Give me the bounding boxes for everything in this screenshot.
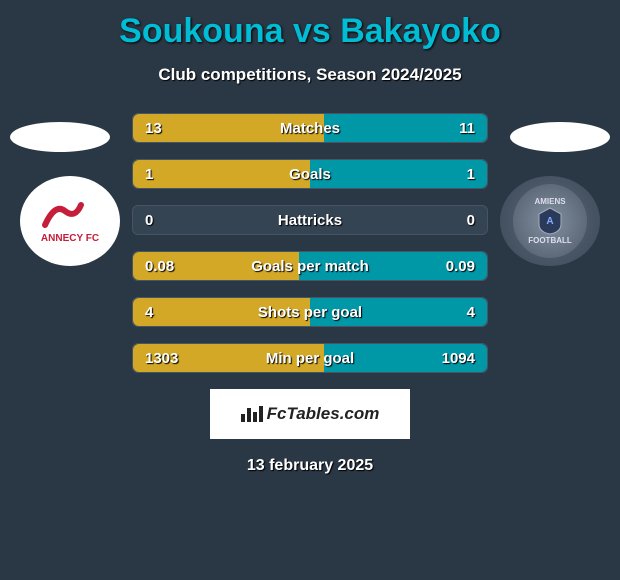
stat-row: 0.080.09Goals per match [132, 251, 488, 281]
attribution-text: FcTables.com [267, 404, 380, 424]
stat-label: Hattricks [133, 212, 487, 229]
stat-row: 00Hattricks [132, 205, 488, 235]
svg-text:A: A [546, 216, 553, 227]
team-name-right-top: AMIENS [534, 197, 565, 206]
stats-table: 1311Matches 11Goals 00Hattricks 0.080.09Goa… [132, 113, 488, 373]
stat-row: 1311Matches [132, 113, 488, 143]
stat-row: 44Shots per goal [132, 297, 488, 327]
stat-label: Shots per goal [133, 304, 487, 321]
team-name-right-bottom: FOOTBALL [528, 236, 572, 245]
stat-label: Goals per match [133, 258, 487, 275]
team-logo-right: AMIENS A FOOTBALL [500, 176, 600, 266]
bars-icon [241, 406, 263, 422]
attribution-badge: FcTables.com [210, 389, 410, 439]
stat-label: Goals [133, 166, 487, 183]
stat-label: Min per goal [133, 350, 487, 367]
player-oval-right [510, 122, 610, 152]
season-subtitle: Club competitions, Season 2024/2025 [0, 65, 620, 85]
team-name-left: ANNECY FC [41, 233, 99, 244]
amiens-logo-icon: A [535, 206, 565, 236]
stat-label: Matches [133, 120, 487, 137]
player-oval-left [10, 122, 110, 152]
stat-row: 11Goals [132, 159, 488, 189]
date-label: 13 february 2025 [0, 457, 620, 475]
annecy-logo-icon [41, 199, 85, 229]
stat-row: 13031094Min per goal [132, 343, 488, 373]
team-logo-left: ANNECY FC [20, 176, 120, 266]
page-title: Soukouna vs Bakayoko [0, 0, 620, 51]
